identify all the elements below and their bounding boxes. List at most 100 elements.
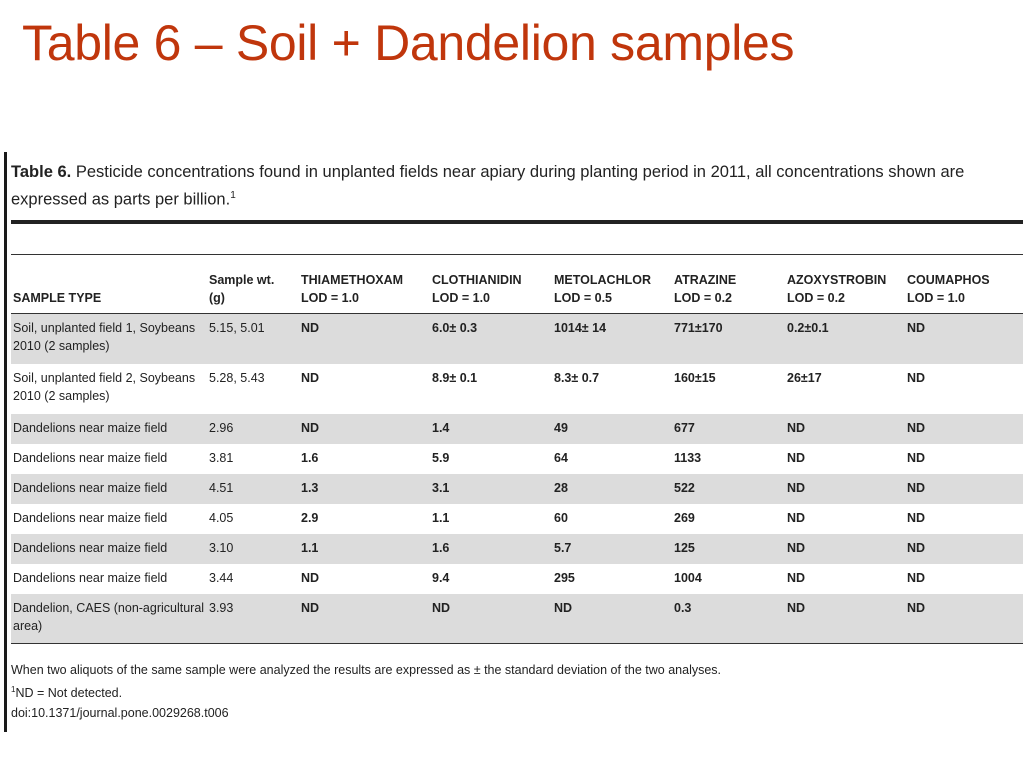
table-notes: When two aliquots of the same sample wer… [11,660,721,723]
cell-metolachlor: 60 [554,510,568,525]
cell-metolachlor: 1014± 14 [552,313,672,364]
cell-coumaphos: ND [907,570,926,585]
cell-sample-type: Dandelions near maize field [11,413,207,444]
column-header: Sample wt. (g) [207,257,299,314]
column-header: AZOXYSTROBIN LOD = 0.2 [785,257,905,314]
column-header-lod: LOD = 0.5 [554,291,613,305]
cell-coumaphos: ND [905,533,1023,564]
column-header-name: SAMPLE TYPE [13,291,102,305]
table-row: Soil, unplanted field 1, Soybeans 2010 (… [11,313,1023,364]
column-header-lod: LOD = 0.2 [674,291,733,305]
cell-atrazine: 771±170 [672,313,785,364]
column-header-name: ATRAZINE [674,273,737,287]
cell-azoxystrobin: ND [785,413,905,444]
caption-footnote-mark: 1 [230,190,236,201]
cell-wt: 3.93 [207,593,299,644]
column-header-name: CLOTHIANIDIN [432,273,522,287]
cell-azoxystrobin: ND [787,570,806,585]
column-header-name: AZOXYSTROBIN [787,273,887,287]
cell-clothianidin: 1.1 [432,510,450,525]
cell-atrazine: 1004 [674,570,702,585]
cell-coumaphos: ND [905,473,1023,504]
cell-metolachlor: 5.7 [552,533,672,564]
column-header-name: METOLACHLOR [554,273,651,287]
note-nd-mark: 1 [11,685,16,694]
cell-metolachlor: 49 [552,413,672,444]
cell-sample-type: Dandelion, CAES (non-agricultural area) [11,593,207,644]
cell-metolachlor: 8.3± 0.7 [554,370,600,385]
table-row: Dandelions near maize field 3.81 1.6 5.9 64 1… [11,444,1023,474]
table-row: Dandelions near maize field 4.05 2.9 1.1 60 2… [11,504,1023,534]
note-nd: 1ND = Not detected. [11,680,721,703]
caption-label: Table 6. [11,163,72,181]
cell-thiamethoxam: ND [299,413,430,444]
table-row: Dandelions near maize field 2.96 ND 1.4 49 67… [11,413,1023,444]
cell-atrazine: 1133 [674,450,702,465]
column-header-lod: LOD = 1.0 [432,291,491,305]
column-header-name: Sample wt. [209,273,275,287]
cell-atrazine: 160±15 [674,370,716,385]
cell-sample-type: Dandelions near maize field [11,533,207,564]
table-row: Dandelions near maize field 3.10 1.1 1.6 5.7… [11,533,1023,564]
column-header-name: THIAMETHOXAM [301,273,404,287]
cell-coumaphos: ND [907,370,926,385]
header-top-rule [11,254,1023,255]
cell-clothianidin: ND [430,593,552,644]
column-header-lod: LOD = 1.0 [907,291,966,305]
column-header-name: COUMAPHOS [907,273,990,287]
cell-coumaphos: ND [905,413,1023,444]
cell-azoxystrobin: ND [787,510,806,525]
cell-wt: 4.05 [209,510,234,525]
cell-metolachlor: 28 [552,473,672,504]
cell-wt: 3.44 [209,570,234,585]
cell-azoxystrobin: ND [785,593,905,644]
cell-wt: 4.51 [207,473,299,504]
cell-clothianidin: 1.4 [430,413,552,444]
cell-atrazine: 522 [672,473,785,504]
cell-wt: 5.15, 5.01 [207,313,299,364]
column-header: THIAMETHOXAM LOD = 1.0 [299,257,430,314]
cell-azoxystrobin: ND [785,473,905,504]
table-figure: Table 6. Pesticide concentrations found … [4,152,1023,732]
cell-metolachlor: ND [552,593,672,644]
pesticide-table: SAMPLE TYPE Sample wt. (g) THIAMETHOXAM LOD … [11,257,1023,644]
cell-coumaphos: ND [905,593,1023,644]
cell-clothianidin: 9.4 [432,570,450,585]
cell-sample-type: Dandelions near maize field [11,473,207,504]
cell-sample-type: Dandelions near maize field [13,510,168,525]
cell-thiamethoxam: ND [299,593,430,644]
slide-title: Table 6 – Soil + Dandelion samples [22,15,795,71]
cell-metolachlor: 64 [554,450,568,465]
cell-wt: 3.10 [207,533,299,564]
cell-clothianidin: 6.0± 0.3 [430,313,552,364]
cell-sample-type: Soil, unplanted field 2, Soybeans 2010 (… [13,370,196,403]
cell-coumaphos: ND [907,450,926,465]
column-header-lod: LOD = 0.2 [787,291,846,305]
cell-thiamethoxam: ND [301,370,320,385]
cell-wt: 2.96 [207,413,299,444]
cell-thiamethoxam: 2.9 [301,510,319,525]
column-header: METOLACHLOR LOD = 0.5 [552,257,672,314]
cell-atrazine: 125 [672,533,785,564]
cell-wt: 5.28, 5.43 [209,370,265,385]
cell-atrazine: 677 [672,413,785,444]
cell-clothianidin: 5.9 [432,450,450,465]
cell-thiamethoxam: 1.6 [301,450,319,465]
cell-azoxystrobin: ND [785,533,905,564]
caption-text: Pesticide concentrations found in unplan… [11,163,965,209]
cell-azoxystrobin: ND [787,450,806,465]
table-row: Dandelions near maize field 3.44 ND 9.4 295 1… [11,564,1023,594]
table-row: Dandelions near maize field 4.51 1.3 3.1 28 5… [11,473,1023,504]
cell-azoxystrobin: 26±17 [787,370,822,385]
table-body: Soil, unplanted field 1, Soybeans 2010 (… [11,313,1023,644]
cell-clothianidin: 1.6 [430,533,552,564]
column-header: CLOTHIANIDIN LOD = 1.0 [430,257,552,314]
cell-atrazine: 269 [674,510,695,525]
top-rule [11,220,1023,224]
note-std-dev: When two aliquots of the same sample wer… [11,663,722,677]
column-header-lod: LOD = 1.0 [301,291,360,305]
cell-atrazine: 0.3 [672,593,785,644]
cell-thiamethoxam: 1.3 [299,473,430,504]
cell-coumaphos: ND [905,313,1023,364]
table-header-row: SAMPLE TYPE Sample wt. (g) THIAMETHOXAM LOD … [11,257,1023,314]
